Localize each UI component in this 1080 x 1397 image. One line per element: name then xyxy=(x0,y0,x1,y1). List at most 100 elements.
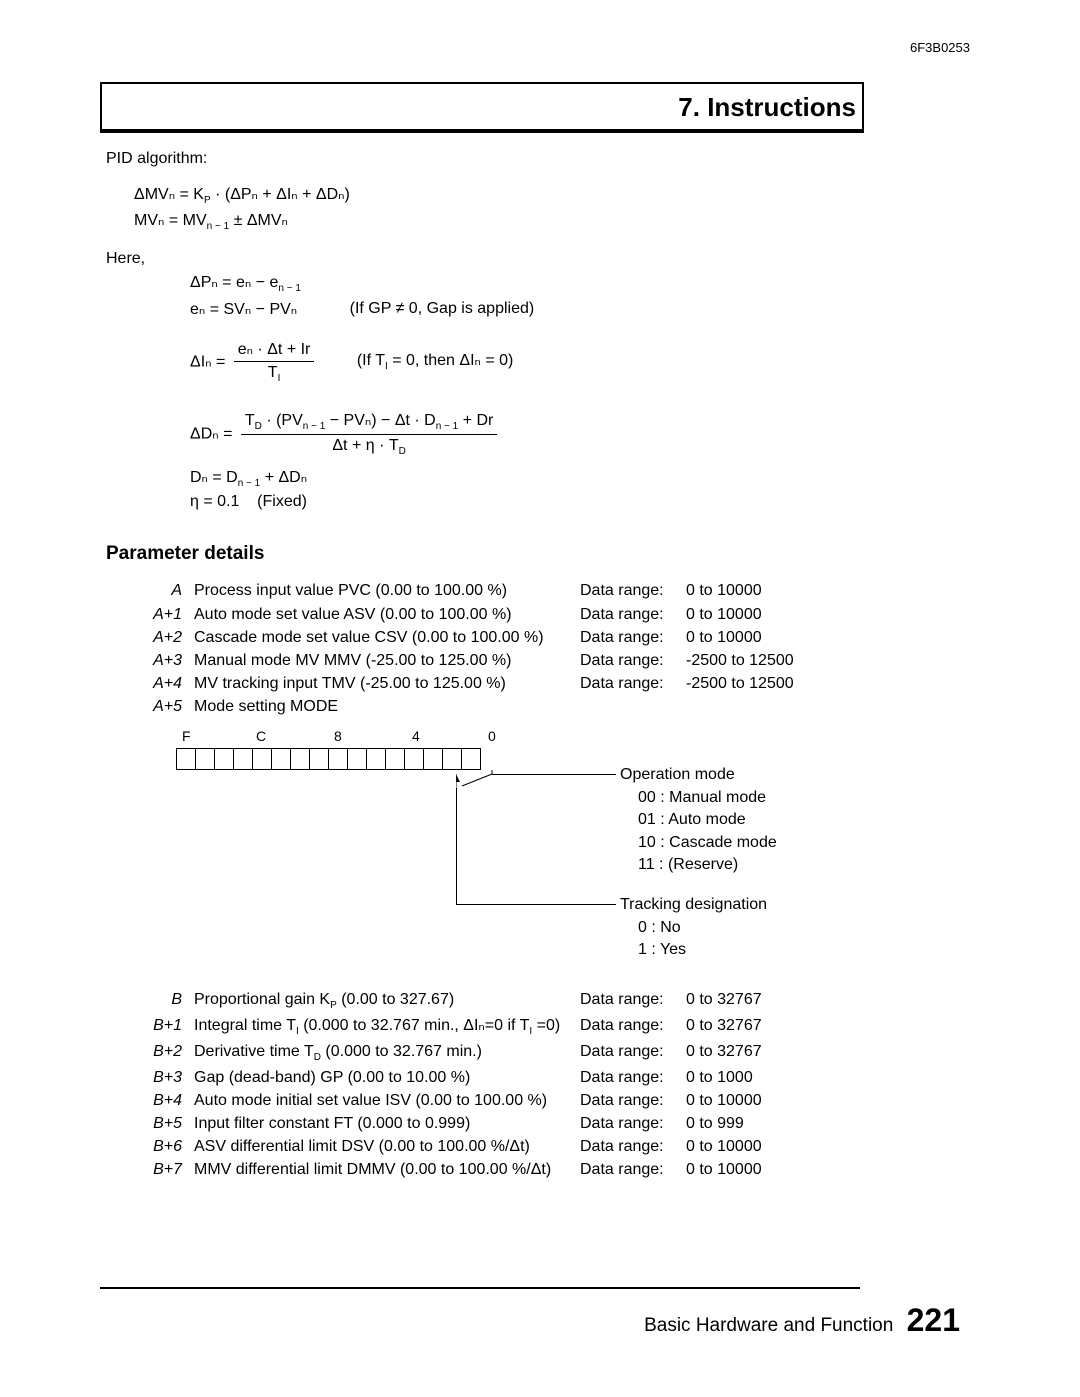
param-range-label: Data range: xyxy=(580,579,686,602)
param-row: A+2Cascade mode set value CSV (0.00 to 1… xyxy=(128,626,800,649)
def-di-lhs: ΔIₙ = xyxy=(190,353,225,370)
def-en: eₙ = SVₙ − PVₙ (If GP ≠ 0, Gap is applie… xyxy=(190,299,856,319)
bit-label-4: 4 xyxy=(412,728,420,744)
track-title: Tracking designation xyxy=(620,894,767,916)
param-desc: Cascade mode set value CSV (0.00 to 100.… xyxy=(194,626,580,649)
param-row: B+3Gap (dead-band) GP (0.00 to 10.00 %)D… xyxy=(128,1066,768,1089)
param-key: A+4 xyxy=(128,672,194,695)
def-dd-den-sub: D xyxy=(399,446,406,457)
param-header: Parameter details xyxy=(106,543,856,565)
page-number: 221 xyxy=(907,1302,960,1338)
bit-3 xyxy=(404,748,424,770)
param-desc: Derivative time TD (0.000 to 32.767 min.… xyxy=(194,1040,580,1066)
param-row: A+5Mode setting MODE xyxy=(128,695,800,718)
param-key: B+2 xyxy=(128,1040,194,1066)
pointer-opmode xyxy=(456,770,506,790)
param-desc: MV tracking input TMV (-25.00 to 125.00 … xyxy=(194,672,580,695)
def-di-cond-b: = 0, then ΔIₙ = 0) xyxy=(388,352,514,369)
param-row: B+4Auto mode initial set value ISV (0.00… xyxy=(128,1089,768,1112)
eq-dmv: ΔMVₙ = KP · (ΔPₙ + ΔIₙ + ΔDₙ) xyxy=(134,184,856,206)
eq-mv-sub: n − 1 xyxy=(207,221,230,232)
def-dp-a: ΔPₙ = eₙ − e xyxy=(190,274,278,291)
def-di-den-sub: I xyxy=(278,373,281,384)
param-desc: Manual mode MV MMV (-25.00 to 125.00 %) xyxy=(194,649,580,672)
lead-opmode-h xyxy=(492,774,616,775)
doc-code: 6F3B0253 xyxy=(910,40,970,55)
param-desc: Gap (dead-band) GP (0.00 to 10.00 %) xyxy=(194,1066,580,1089)
bit-15 xyxy=(176,748,196,770)
def-dd-num-nm1b: n − 1 xyxy=(436,421,459,432)
param-range: 0 to 10000 xyxy=(686,579,800,602)
param-key: B+7 xyxy=(128,1158,194,1181)
param-range-label: Data range: xyxy=(580,1066,686,1089)
def-dp: ΔPₙ = eₙ − en − 1 xyxy=(190,272,856,294)
def-dd: ΔDₙ = TD · (PVn − 1 − PVₙ) − Δt · Dn − 1… xyxy=(190,404,856,463)
bit-13 xyxy=(214,748,234,770)
param-range-label: Data range: xyxy=(580,1112,686,1135)
param-range-label xyxy=(580,695,686,718)
opmode-l1: 00 : Manual mode xyxy=(638,787,777,809)
param-desc: Auto mode initial set value ISV (0.00 to… xyxy=(194,1089,580,1112)
here-label: Here, xyxy=(106,250,856,268)
param-range: 0 to 10000 xyxy=(686,626,800,649)
def-di-cond-a: (If T xyxy=(357,352,385,369)
opmode-block: Operation mode 00 : Manual mode 01 : Aut… xyxy=(620,764,777,876)
param-key: A xyxy=(128,579,194,602)
param-range: 0 to 10000 xyxy=(686,1089,768,1112)
bit-9 xyxy=(290,748,310,770)
chapter-title-bar: 7. Instructions xyxy=(102,84,862,131)
params-b-table: BProportional gain KP (0.00 to 327.67)Da… xyxy=(128,988,768,1181)
footer-rule xyxy=(100,1287,860,1289)
opmode-l4: 11 : (Reserve) xyxy=(638,854,777,876)
param-range: 0 to 32767 xyxy=(686,1014,768,1040)
bit-1 xyxy=(442,748,462,770)
bit-14 xyxy=(195,748,215,770)
def-di: ΔIₙ = eₙ · Δt + Ir TI (If TI = 0, then Δ… xyxy=(190,333,856,390)
bit-8 xyxy=(309,748,329,770)
def-dd-num-b: · (PV xyxy=(262,412,303,429)
param-range-label: Data range: xyxy=(580,1014,686,1040)
param-range xyxy=(686,695,800,718)
def-dn-b: + ΔDₙ xyxy=(260,469,307,486)
bit-7 xyxy=(328,748,348,770)
param-key: B+6 xyxy=(128,1135,194,1158)
bit-0 xyxy=(461,748,481,770)
def-dd-num-a-sub: D xyxy=(255,421,262,432)
def-di-num: eₙ · Δt + Ir xyxy=(238,341,311,358)
def-eta: η = 0.1 (Fixed) xyxy=(190,493,856,511)
bit-11 xyxy=(252,748,272,770)
param-range-label: Data range: xyxy=(580,1135,686,1158)
param-desc: Mode setting MODE xyxy=(194,695,580,718)
param-row: AProcess input value PVC (0.00 to 100.00… xyxy=(128,579,800,602)
def-en-a: eₙ = SVₙ − PVₙ xyxy=(190,301,297,318)
def-dd-num-c: − PVₙ) − Δt · D xyxy=(325,412,435,429)
param-row: B+6ASV differential limit DSV (0.00 to 1… xyxy=(128,1135,768,1158)
content-frame: 7. Instructions xyxy=(100,82,864,133)
def-dd-lhs: ΔDₙ = xyxy=(190,425,232,442)
param-range: 0 to 32767 xyxy=(686,988,768,1014)
def-en-cond: (If GP ≠ 0, Gap is applied) xyxy=(350,300,535,318)
param-range-label: Data range: xyxy=(580,603,686,626)
param-range: 0 to 10000 xyxy=(686,1158,768,1181)
param-key: B xyxy=(128,988,194,1014)
pid-label: PID algorithm: xyxy=(106,150,856,168)
param-desc: Auto mode set value ASV (0.00 to 100.00 … xyxy=(194,603,580,626)
def-dd-num-nm1: n − 1 xyxy=(303,421,326,432)
bit-5 xyxy=(366,748,386,770)
def-di-frac: eₙ · Δt + Ir TI xyxy=(234,339,315,384)
param-desc: Integral time TI (0.000 to 32.767 min., … xyxy=(194,1014,580,1040)
param-key: A+5 xyxy=(128,695,194,718)
param-key: A+3 xyxy=(128,649,194,672)
eq-mv: MVₙ = MVn − 1 ± ΔMVₙ xyxy=(134,210,856,232)
param-key: B+1 xyxy=(128,1014,194,1040)
param-row: B+7MMV differential limit DMMV (0.00 to … xyxy=(128,1158,768,1181)
def-di-cond: (If TI = 0, then ΔIₙ = 0) xyxy=(357,350,514,372)
chapter-title: 7. Instructions xyxy=(678,92,856,122)
def-dn-a: Dₙ = D xyxy=(190,469,238,486)
lead-track-h xyxy=(456,904,616,905)
param-range-label: Data range: xyxy=(580,626,686,649)
param-row: A+4MV tracking input TMV (-25.00 to 125.… xyxy=(128,672,800,695)
param-range: 0 to 999 xyxy=(686,1112,768,1135)
param-range-label: Data range: xyxy=(580,988,686,1014)
track-block: Tracking designation 0 : No 1 : Yes xyxy=(620,894,767,961)
